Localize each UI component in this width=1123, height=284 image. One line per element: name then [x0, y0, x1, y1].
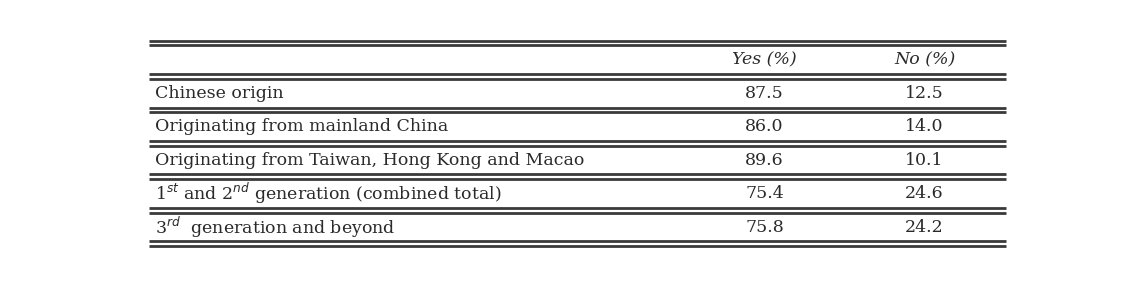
Text: 87.5: 87.5 — [745, 85, 784, 102]
Text: 24.2: 24.2 — [905, 219, 944, 235]
Text: 3$^{rd}$  generation and beyond: 3$^{rd}$ generation and beyond — [155, 214, 395, 240]
Text: 14.0: 14.0 — [905, 118, 943, 135]
Text: 24.6: 24.6 — [905, 185, 943, 202]
Text: 12.5: 12.5 — [905, 85, 944, 102]
Text: 75.8: 75.8 — [745, 219, 784, 235]
Text: Chinese origin: Chinese origin — [155, 85, 284, 102]
Text: No (%): No (%) — [894, 51, 956, 68]
Text: 75.4: 75.4 — [745, 185, 784, 202]
Text: 10.1: 10.1 — [905, 152, 943, 169]
Text: Originating from mainland China: Originating from mainland China — [155, 118, 448, 135]
Text: 86.0: 86.0 — [746, 118, 784, 135]
Text: 1$^{st}$ and 2$^{nd}$ generation (combined total): 1$^{st}$ and 2$^{nd}$ generation (combin… — [155, 181, 502, 206]
Text: Yes (%): Yes (%) — [732, 51, 796, 68]
Text: Originating from Taiwan, Hong Kong and Macao: Originating from Taiwan, Hong Kong and M… — [155, 152, 585, 169]
Text: 89.6: 89.6 — [745, 152, 784, 169]
